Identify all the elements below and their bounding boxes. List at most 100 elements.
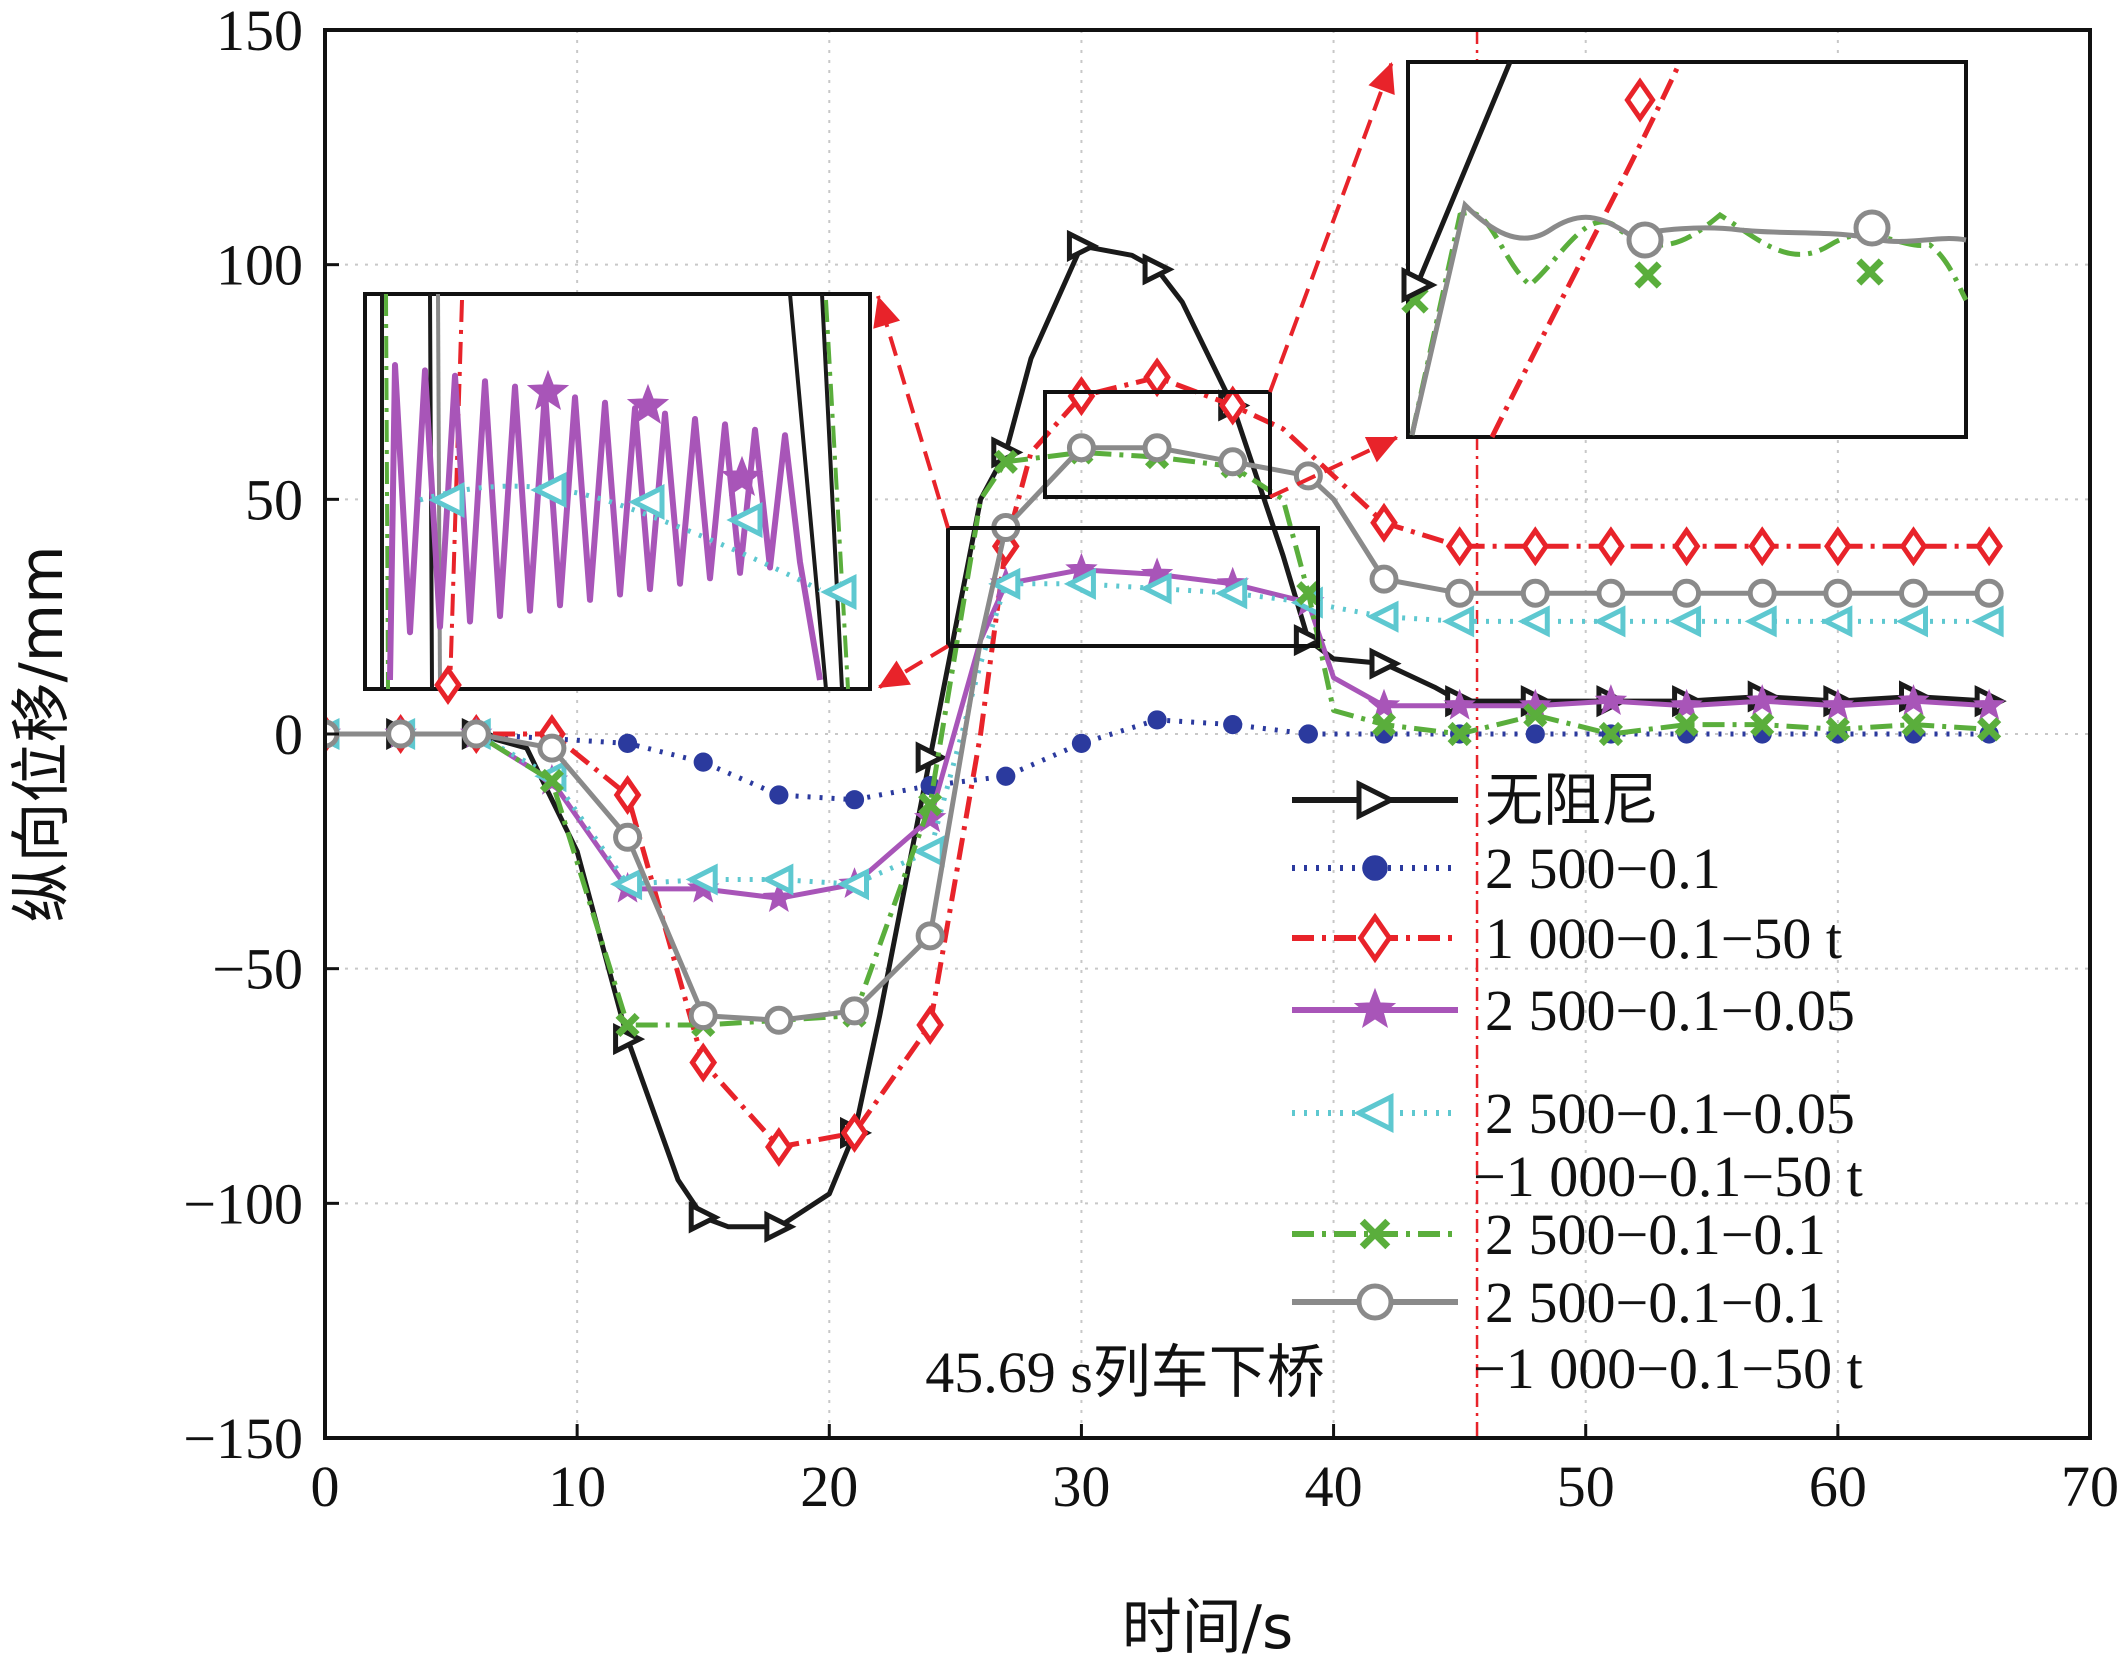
data-point [820,573,857,611]
y-tick-label: −100 [183,1171,303,1236]
data-point [1143,357,1171,398]
data-point [688,1201,721,1234]
data-point [1357,912,1393,964]
x-tick-label: 60 [1809,1454,1867,1519]
legend-label: 1 000−0.1−50 t [1485,906,1842,971]
y-tick-label: 0 [274,702,303,767]
y-tick-label: 50 [245,467,303,532]
data-point [764,1210,797,1243]
data-point [1447,721,1472,747]
data-point [1063,567,1096,600]
data-point [628,483,665,521]
inset-curve [1409,210,1969,436]
data-point [1296,581,1321,606]
data-point [1856,258,1884,286]
data-point [1525,724,1545,744]
series [325,357,2003,1168]
inset-curve [448,299,464,690]
series-layer [325,229,2007,1243]
zoom-box-lower [946,526,1320,648]
data-point [1897,684,1930,715]
data-point [1672,578,1702,608]
data-point [613,775,642,816]
data-point [1443,688,1476,720]
data-point [537,733,567,763]
legend-label: 2 500−0.1−0.05 [1485,978,1855,1043]
y-axis-label: 纵向位移/mm [7,545,77,922]
data-point [617,733,638,753]
data-point [693,752,713,772]
data-point [1746,684,1779,715]
data-point [1634,261,1662,289]
data-point [1668,605,1702,638]
inset-left [363,292,872,705]
marker-stroke [1598,721,1624,747]
marker-stroke [993,449,1018,474]
data-point [626,383,670,424]
data-point [1750,712,1775,737]
y-tick-label: 150 [216,0,303,63]
data-point [1071,733,1092,753]
legend-label: 无阻尼 [1485,768,1659,833]
connector-arrowhead [1364,437,1398,463]
data-point [1971,605,2004,638]
data-point [1517,605,1550,638]
data-point [1821,688,1855,720]
data-point [1371,712,1397,737]
data-point [918,792,943,817]
data-point [689,1042,718,1083]
data-point [1369,564,1399,594]
data-point [1624,77,1656,123]
data-point [386,719,416,749]
data-point [1066,229,1100,262]
data-point [526,369,570,410]
data-point [1975,526,2003,567]
inset-curve [1489,60,1683,439]
x-tick-label: 50 [1557,1454,1615,1519]
data-point [1369,647,1402,680]
data-point [1366,600,1399,633]
data-point [913,801,947,833]
data-point [1593,605,1626,638]
data-point [1594,684,1628,715]
data-point [1747,578,1777,608]
data-point [1596,578,1626,608]
marker-stroke [1901,712,1926,737]
marker-stroke [918,792,943,817]
data-point [615,1012,640,1038]
zoom-box-upper [1043,390,1272,499]
data-point [916,1004,944,1045]
connector-arrow [1268,61,1394,393]
data-point [1353,987,1397,1028]
data-point [1626,221,1664,259]
legend-label: −1 000−0.1−50 t [1473,1336,1863,1401]
marker-stroke [1296,581,1321,606]
annotation-text: 45.69 s列车下桥 [925,1340,1325,1405]
data-point [1066,433,1096,463]
data-point [1356,1283,1394,1321]
series-line [325,449,1990,1028]
inset-curve [387,362,823,681]
inset-right [1401,60,1969,439]
legend-label: 2 500−0.1 [1485,836,1721,901]
data-point [765,1127,793,1168]
data-point [1598,721,1624,747]
data-point [1356,779,1397,821]
y-tick-label: −50 [212,937,303,1002]
inset-curve [1412,61,1513,291]
marker-stroke [1634,261,1662,289]
x-tick-label: 20 [800,1454,858,1519]
y-tick-label: −150 [183,1406,303,1471]
marker-stroke [1371,712,1397,737]
data-point [840,996,869,1026]
marker-stroke [1856,258,1884,286]
data-point [461,719,491,749]
data-point [1359,1218,1391,1250]
marker-stroke [1750,712,1775,737]
data-point [761,863,794,896]
data-point [1823,578,1853,608]
data-point [1223,715,1243,735]
data-point [988,567,1021,600]
